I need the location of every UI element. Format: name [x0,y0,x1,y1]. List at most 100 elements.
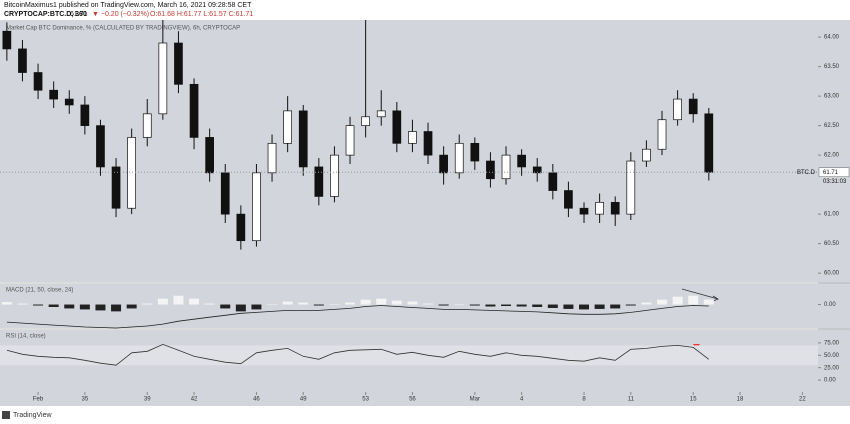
candle-body [345,125,355,156]
histogram-bar [672,296,683,305]
ohlc: O:61.68 H:61.77 L:61.57 C:61.71 [150,11,253,18]
last-value: 61.71 [823,170,839,176]
x-tick-label: 35 [82,397,89,403]
histogram-bar [267,304,278,306]
histogram-bar [204,303,215,305]
candle-body [330,154,339,197]
candle-body [220,172,230,215]
candle-body [642,148,651,162]
candle-body [298,110,308,168]
histogram-bar [407,301,418,305]
histogram-bar [625,304,636,306]
candle-body [439,154,448,174]
brand-logo [2,411,10,419]
histogram-bar [298,302,309,305]
x-tick-label: 4 [520,397,524,403]
x-tick-label: 39 [144,397,151,403]
x-tick-label: 15 [690,397,697,403]
histogram-bar [220,304,231,309]
histogram-bar [703,299,714,305]
histogram-bar [251,304,262,310]
candle-body [626,160,636,215]
candle-body [361,116,370,126]
histogram-bar [345,302,356,305]
y-tick-label: 25.00 [824,365,840,371]
histogram-bar [17,303,28,305]
histogram-bar [485,304,496,307]
candle-body [111,166,121,209]
y-tick-label: 62.50 [824,123,840,129]
price-axis [818,20,850,406]
candle-body [486,160,495,180]
y-tick-label: 63.50 [824,64,840,70]
candle-body [49,89,59,100]
y-tick-label: 62.00 [824,153,840,159]
histogram-bar [516,304,527,307]
y-tick-label: 0.00 [824,378,836,384]
publisher: BitcoinMaximus1 published on TradingView… [4,2,252,9]
candle-body [673,98,682,121]
symbol: CRYPTOCAP:BTC.D, 360 [4,11,87,18]
histogram-bar [111,304,122,312]
histogram-bar [189,298,200,305]
histogram-bar [391,300,402,305]
y-tick-label: 61.00 [824,212,840,218]
x-tick-label: Feb [33,397,44,403]
candle-body [267,142,277,174]
macd-pane [0,284,818,328]
histogram-bar [688,295,699,305]
histogram-bar [126,304,137,309]
candle-body [174,42,183,85]
histogram-bar [33,304,44,306]
histogram-bar [641,302,652,305]
x-tick-label: 11 [628,397,635,403]
countdown: 03:31:03 [823,179,847,185]
candle-body [470,142,480,162]
histogram-bar [657,299,668,305]
histogram-bar [282,301,293,305]
histogram-bar [142,303,153,305]
annotation-arrow [681,288,719,302]
y-tick-label: 60.50 [824,241,840,247]
y-tick-label: 50.00 [824,353,840,359]
histogram-bar [610,304,621,309]
candle-body [532,166,542,174]
histogram-bar [329,304,340,306]
candle-body [18,48,27,73]
candle-body [688,98,698,115]
histogram-bar [454,304,465,306]
brand: TradingView [13,412,52,419]
price-pane [0,20,818,282]
histogram-bar [157,298,168,305]
rsi-band [0,345,818,366]
x-tick-label: 56 [409,397,416,403]
candle-body [64,98,74,106]
candle-body [548,172,558,191]
histogram-bar [438,304,449,306]
x-tick-label: 8 [582,397,586,403]
candle-body [501,154,511,180]
candle-body [564,190,573,209]
histogram-bar [376,298,387,305]
histogram-bar [501,304,512,306]
candle-body [408,131,417,144]
candle-body [595,201,604,215]
histogram-bar [235,304,246,312]
candle-body [392,110,402,144]
y-tick-label: 63.00 [824,94,840,100]
x-tick-label: 22 [799,397,806,403]
x-tick-label: 53 [362,397,369,403]
candle-body [33,72,43,91]
histogram-bar [360,299,371,305]
change: ▼ −0.20 (−0.32%) [92,11,149,18]
histogram-bar [48,304,59,307]
last: 61.71 [70,11,88,18]
time-axis [0,392,818,406]
candle-body [96,125,105,168]
indicator-line [6,305,709,329]
pane-title: MACD (21, 50, close, 24) [6,288,73,294]
candle-body [657,119,667,150]
histogram-bar [95,304,106,311]
candle-body [189,83,199,138]
